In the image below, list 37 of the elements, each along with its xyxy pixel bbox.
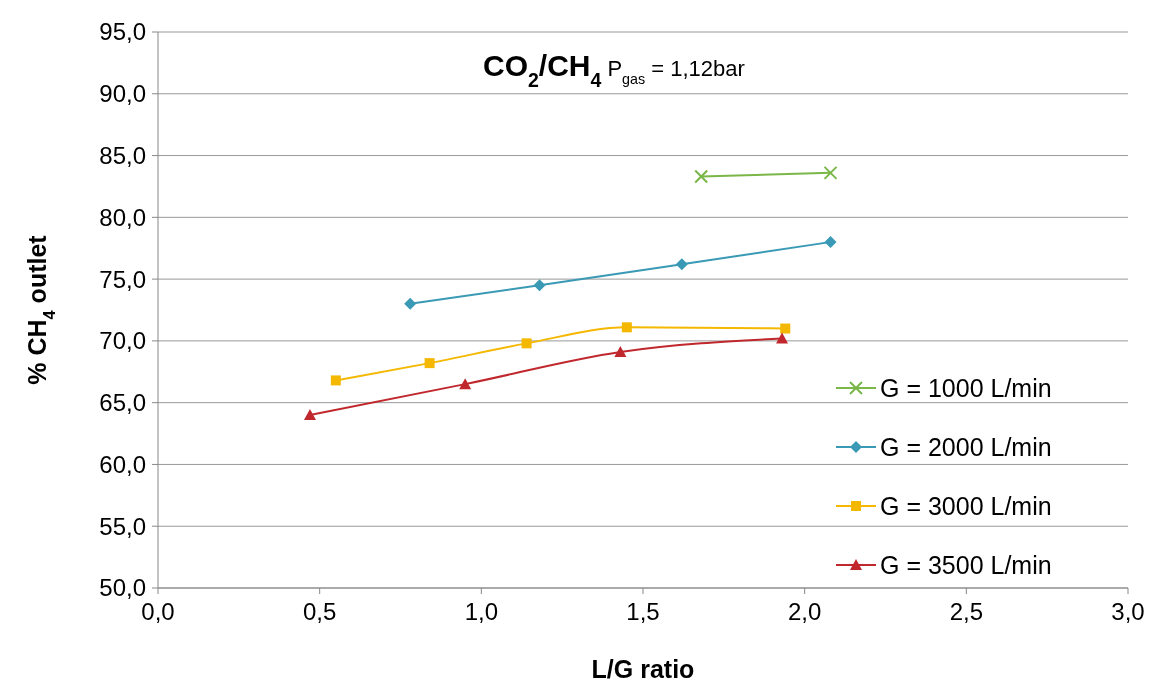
point — [330, 375, 341, 386]
point — [776, 332, 789, 344]
y-tick-label: 95,0 — [99, 18, 146, 46]
y-tick-label: 90,0 — [99, 80, 146, 108]
x-tick-label: 0,5 — [302, 598, 337, 625]
point — [521, 338, 532, 349]
point — [824, 236, 837, 249]
point — [694, 169, 709, 184]
x-axis-title: L/G ratio — [591, 655, 695, 683]
y-tick-label: 80,0 — [99, 203, 146, 231]
y-tick-label: 55,0 — [99, 512, 146, 540]
point — [780, 323, 791, 334]
x-tick-label: 2,0 — [787, 598, 822, 625]
x-tick-label: 2,5 — [949, 598, 984, 625]
y-tick-label: 70,0 — [99, 327, 146, 355]
legend-label: G = 2000 L/min — [880, 432, 1052, 461]
point — [424, 358, 435, 369]
legend-label: G = 3000 L/min — [880, 491, 1052, 520]
y-tick-label: 65,0 — [99, 389, 146, 417]
x-tick-label: 1,5 — [626, 598, 660, 625]
point — [675, 258, 688, 271]
y-tick-label: 85,0 — [99, 141, 146, 169]
point — [303, 409, 316, 421]
y-tick-label: 75,0 — [99, 265, 146, 293]
point — [533, 279, 546, 292]
point — [823, 165, 838, 180]
text: P$_{gas}$ = 1,12bar — [607, 56, 745, 87]
point — [621, 322, 632, 333]
legend-label: G = 1000 L/min — [880, 373, 1052, 402]
point — [404, 297, 417, 310]
x-tick-label: 3,0 — [1111, 598, 1145, 625]
point — [459, 378, 472, 390]
legend-label: G = 3500 L/min — [880, 550, 1052, 579]
x-tick-label: 1,0 — [464, 598, 499, 625]
y-tick-label: 60,0 — [99, 450, 146, 478]
point — [614, 346, 627, 358]
text: CO$_{2}$/CH$_{4}$ — [483, 49, 602, 91]
